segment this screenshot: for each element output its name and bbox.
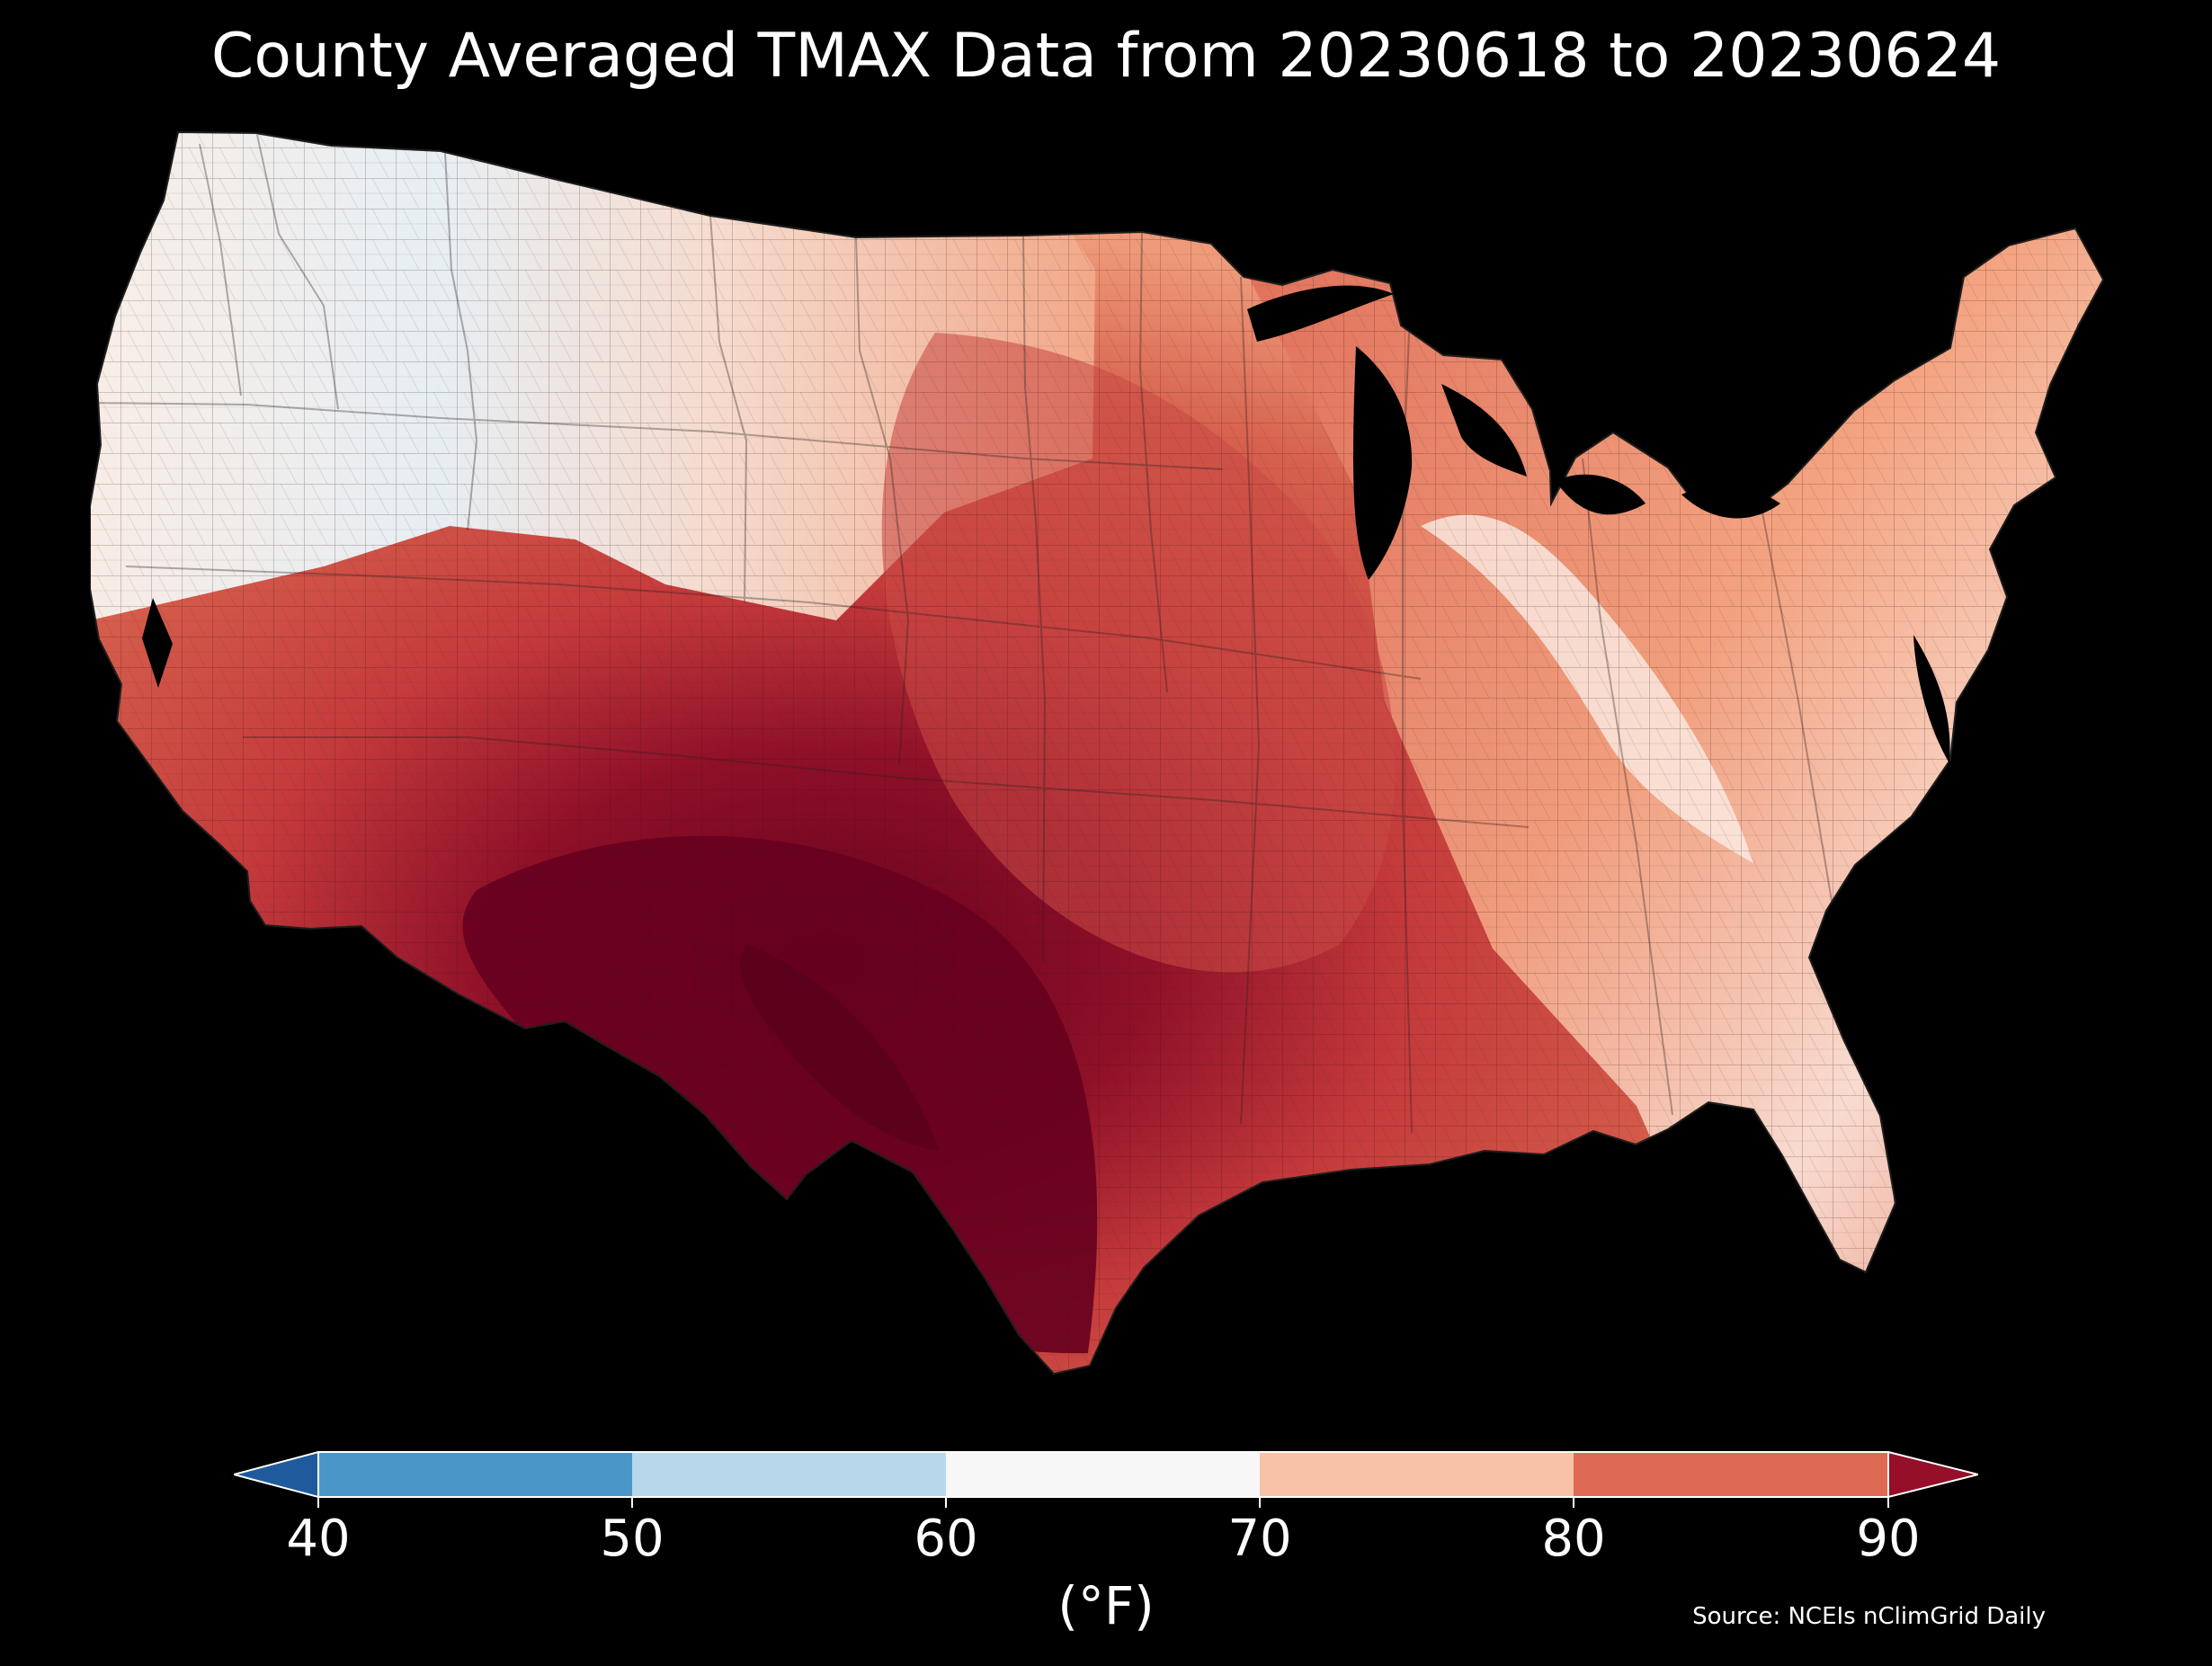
- colorbar-bin-60-70: [946, 1452, 1260, 1497]
- county-temperature-map: [90, 130, 2105, 1376]
- colorbar-tick-label-40: 40: [286, 1510, 351, 1568]
- map-title: County Averaged TMAX Data from 20230618 …: [210, 21, 2002, 92]
- colorbar-tick-label-50: 50: [600, 1510, 664, 1568]
- colorbar-tick-label-90: 90: [1856, 1510, 1921, 1568]
- colorbar-tick-label-70: 70: [1227, 1510, 1292, 1568]
- colorbar-bin-40-50: [318, 1452, 632, 1497]
- source-credit: Source: NCEIs nClimGrid Daily: [1692, 1603, 2046, 1630]
- colorbar-tick-label-60: 60: [914, 1510, 978, 1568]
- colorbar-extension-high: [1887, 1450, 1978, 1499]
- colorbar-bin-70-80: [1260, 1452, 1574, 1497]
- colorbar-unit-label: (°F): [1057, 1575, 1155, 1636]
- colorbar-bin-80-90: [1574, 1452, 1888, 1497]
- colorbar-bin-50-60: [632, 1452, 946, 1497]
- colorbar-extension-low: [234, 1450, 319, 1499]
- colorbar-tick-label-80: 80: [1541, 1510, 1606, 1568]
- temperature-colorbar: [234, 1450, 1978, 1508]
